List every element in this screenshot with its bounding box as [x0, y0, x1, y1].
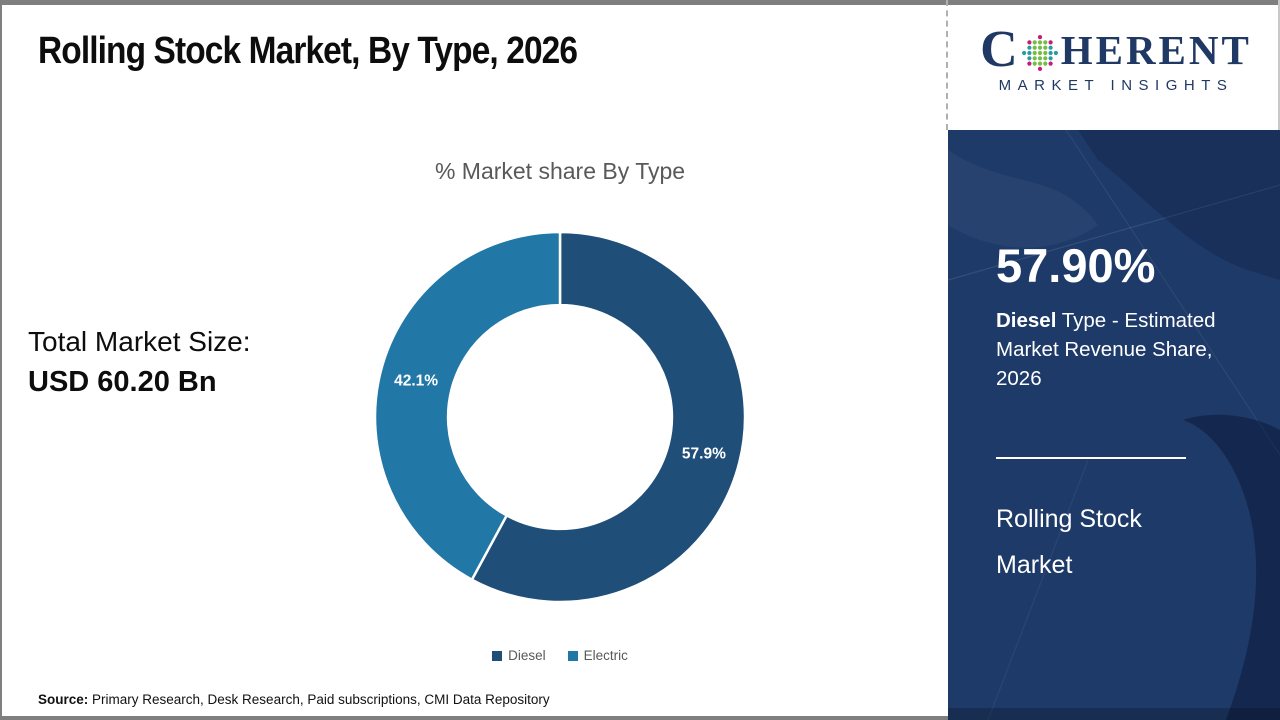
- panel-stat-description: Diesel Type - Estimated Market Revenue S…: [996, 306, 1238, 393]
- legend-item-electric: Electric: [567, 648, 628, 663]
- globe-dot: [1027, 50, 1032, 56]
- side-panel: 57.90% Diesel Type - Estimated Market Re…: [948, 130, 1280, 720]
- globe-dot: [1027, 40, 1032, 45]
- chart-legend: Diesel Electric: [310, 648, 810, 663]
- total-market-size-label: Total Market Size:: [28, 326, 251, 357]
- globe-dot: [1037, 35, 1042, 40]
- globe-dot: [1037, 40, 1042, 45]
- panel-divider-line: [996, 457, 1186, 459]
- slice-label-electric: 42.1%: [394, 373, 438, 390]
- globe-dot: [1032, 45, 1037, 50]
- logo-dashed-divider: [946, 0, 948, 130]
- legend-swatch-electric: [567, 650, 578, 661]
- globe-dot: [1032, 56, 1037, 61]
- globe-dot: [1032, 61, 1037, 66]
- globe-dot: [1042, 61, 1048, 66]
- donut-slice-electric: [373, 230, 562, 582]
- globe-dot: [1042, 50, 1048, 56]
- globe-dot: [1042, 56, 1048, 61]
- panel-report-title-line2: Market: [996, 551, 1073, 579]
- source-text: Primary Research, Desk Research, Paid su…: [88, 692, 550, 707]
- panel-stat-description-rest: Type - Estimated Market Revenue Share, 2…: [996, 309, 1216, 390]
- globe-dot: [1037, 45, 1042, 50]
- globe-dot: [1027, 45, 1032, 50]
- source-label: Source:: [38, 692, 89, 707]
- bottom-border: [0, 716, 948, 720]
- left-border: [0, 0, 2, 720]
- panel-report-title: Rolling Stock Market: [996, 496, 1142, 588]
- globe-dot: [1032, 50, 1037, 56]
- legend-label-diesel: Diesel: [508, 648, 546, 663]
- globe-dot: [1042, 40, 1048, 45]
- globe-dot: [1042, 45, 1048, 50]
- logo-wordmark: C HERENT: [964, 24, 1268, 76]
- globe-dot: [1037, 50, 1042, 56]
- world-map-texture: [948, 130, 1280, 720]
- top-border: [0, 0, 1280, 5]
- panel-stat-segment: Diesel: [996, 309, 1057, 332]
- globe-dot: [1048, 45, 1053, 50]
- globe-dot: [1048, 40, 1053, 45]
- globe-dot: [1048, 50, 1053, 56]
- globe-dot: [1037, 66, 1042, 71]
- globe-dot: [1048, 56, 1053, 61]
- legend-swatch-diesel: [492, 650, 503, 661]
- page-title: Rolling Stock Market, By Type, 2026: [38, 30, 578, 72]
- globe-dot: [1037, 56, 1042, 61]
- total-market-size-block: Total Market Size: USD 60.20 Bn: [28, 322, 251, 402]
- globe-dot: [1037, 61, 1042, 66]
- globe-dot: [1021, 50, 1026, 56]
- panel-report-title-line1: Rolling Stock: [996, 505, 1142, 533]
- logo-letter-c: C: [980, 21, 1019, 78]
- total-market-size-value: USD 60.20 Bn: [28, 366, 217, 398]
- globe-dot: [1027, 61, 1032, 66]
- coherent-market-insights-logo: C HERENT MARKET INSIGHTS: [964, 24, 1268, 95]
- logo-letters-rest: HERENT: [1060, 27, 1252, 73]
- donut-chart: 57.9% 42.1%: [373, 230, 747, 604]
- legend-item-diesel: Diesel: [492, 648, 546, 663]
- globe-dot: [1053, 50, 1058, 56]
- globe-dot: [1027, 56, 1032, 61]
- source-line: Source: Primary Research, Desk Research,…: [38, 692, 550, 707]
- legend-label-electric: Electric: [583, 648, 628, 663]
- chart-title: % Market share By Type: [434, 158, 686, 184]
- slice-label-diesel: 57.9%: [682, 445, 726, 462]
- right-border: [1278, 0, 1280, 130]
- dotted-globe-icon: [1021, 35, 1058, 71]
- globe-dot: [1048, 61, 1053, 66]
- panel-stat-value: 57.90%: [996, 239, 1156, 292]
- logo-tagline: MARKET INSIGHTS: [998, 77, 1234, 94]
- globe-dot: [1032, 40, 1037, 45]
- donut-slice-diesel: [470, 230, 747, 604]
